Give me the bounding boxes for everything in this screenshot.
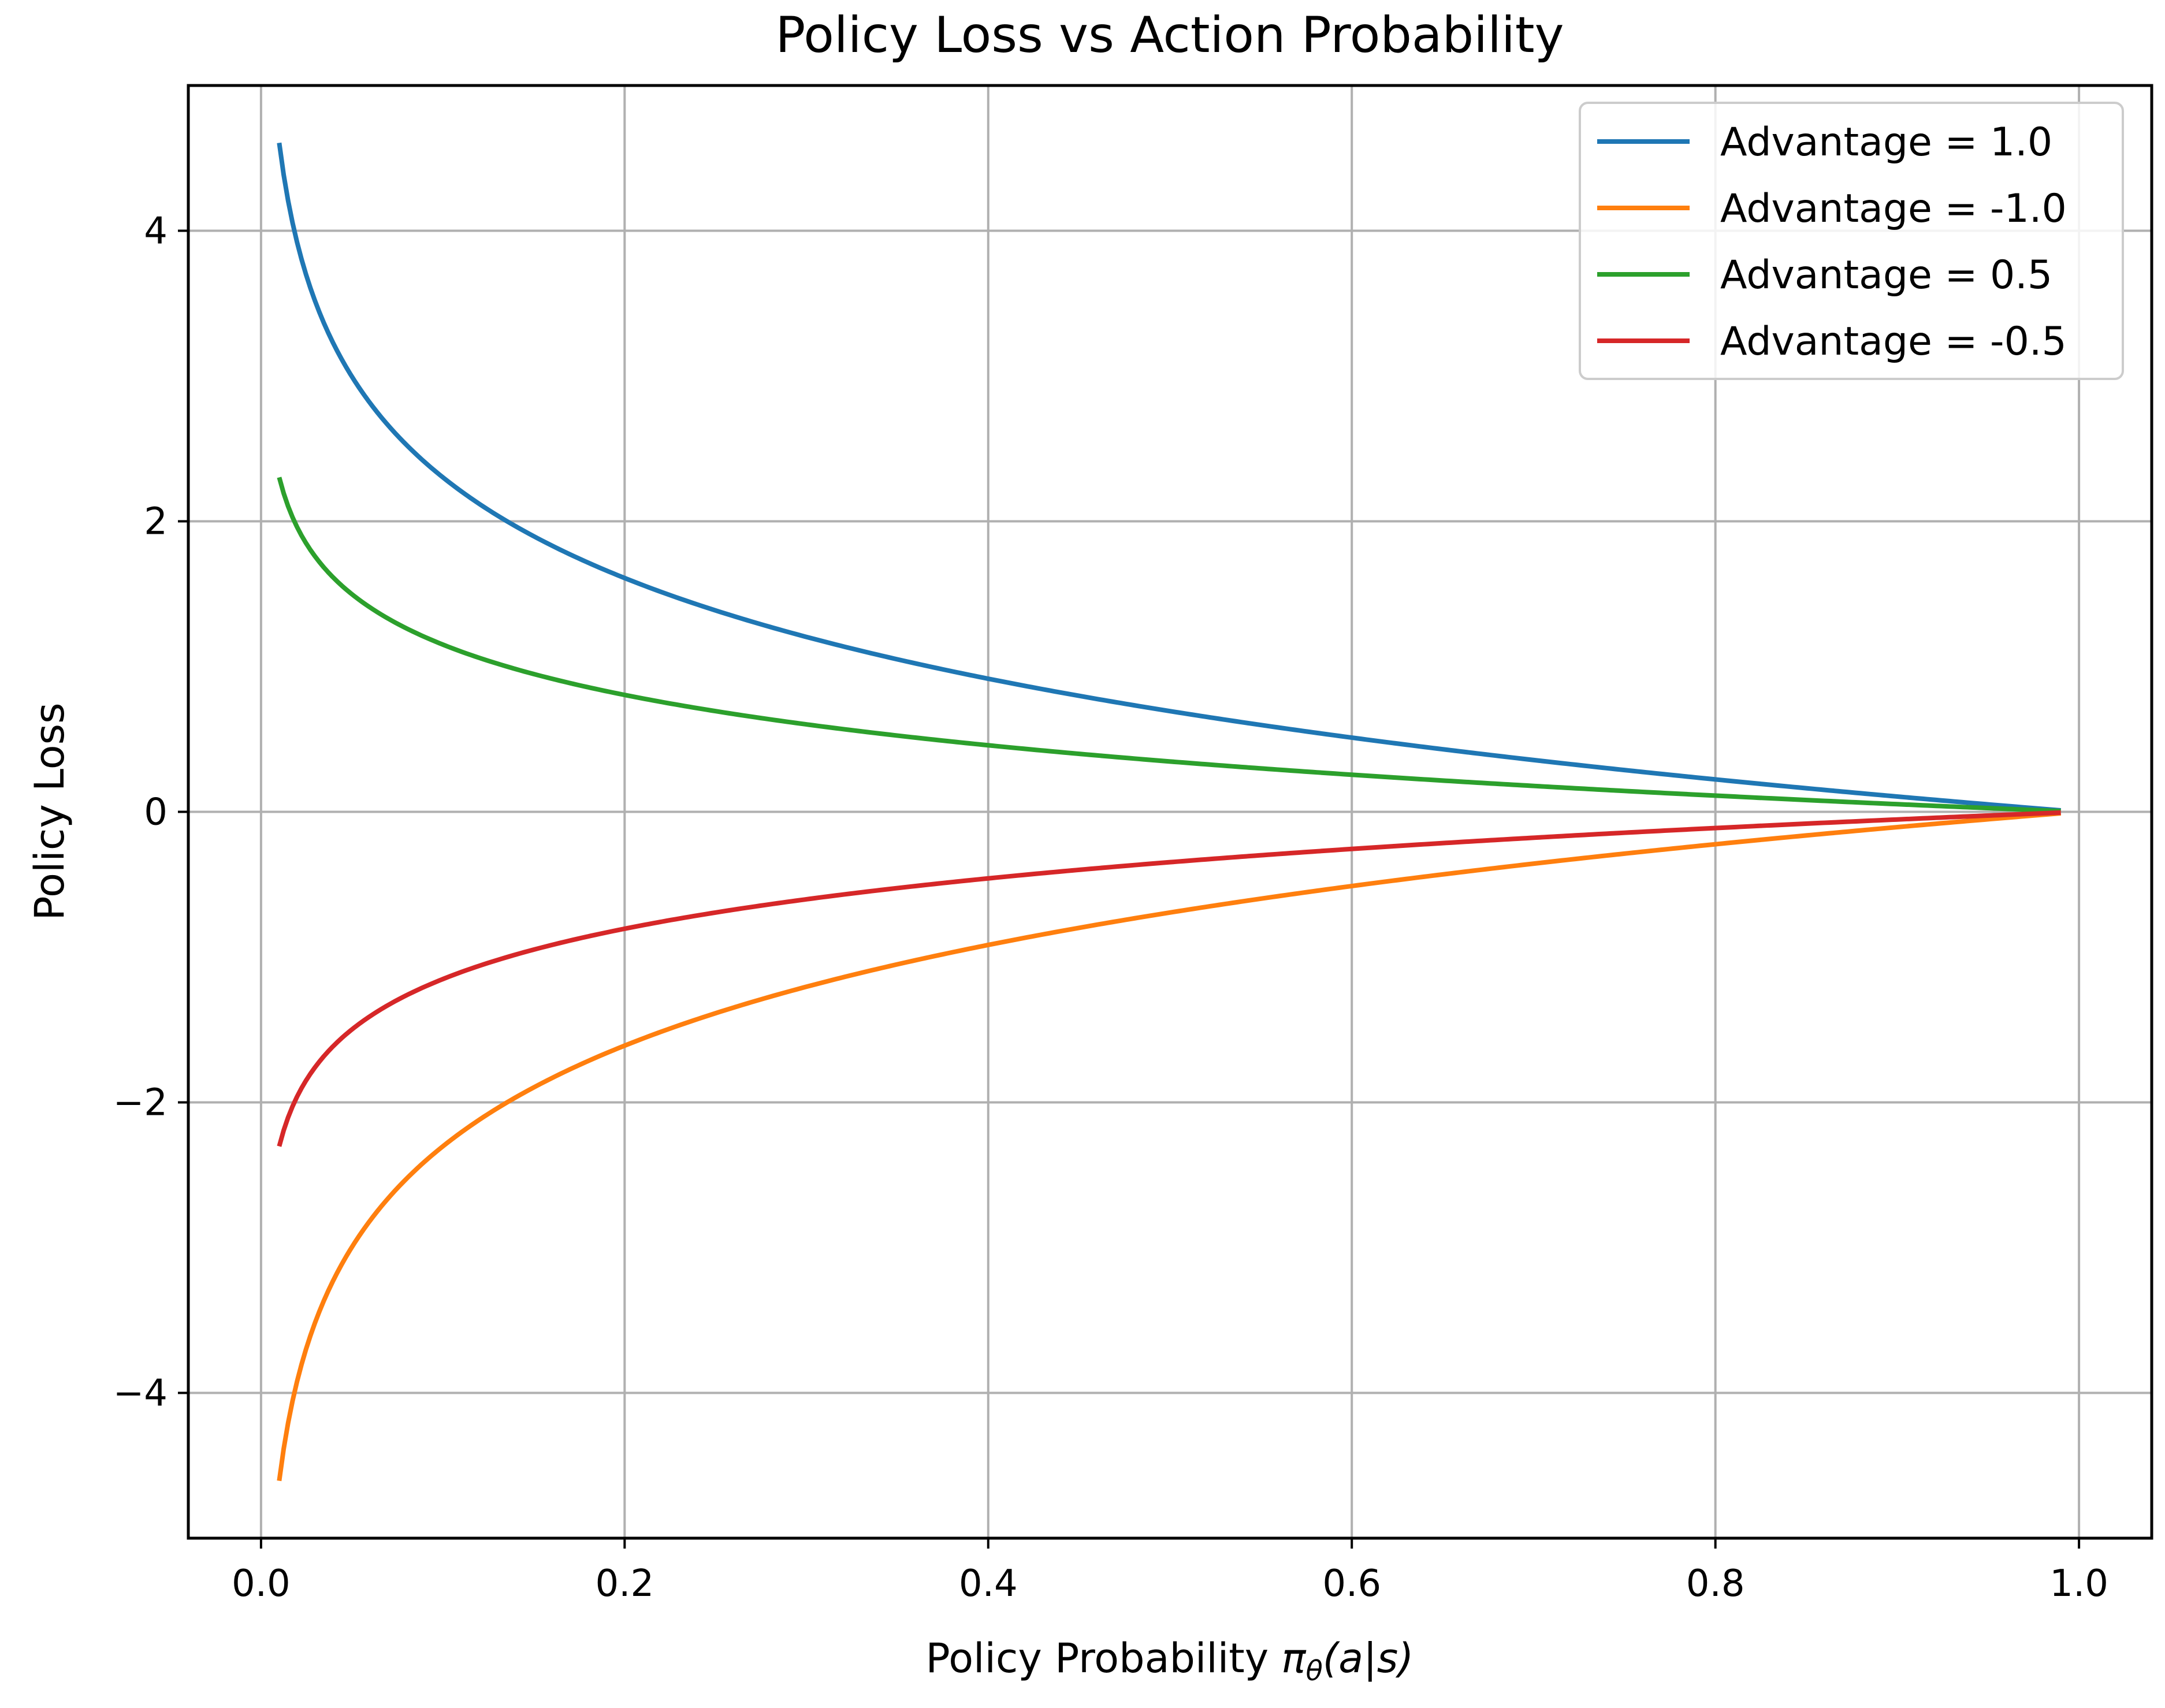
- x-tick-label: 0.8: [1686, 1562, 1745, 1605]
- y-tick-label: −4: [113, 1372, 168, 1415]
- legend: Advantage = 1.0 Advantage = -1.0 Advantage…: [1579, 102, 2124, 380]
- legend-label: Advantage = 1.0: [1720, 120, 2052, 165]
- x-axis-ticks: 0.0 0.2 0.4 0.6 0.8 1.0: [232, 1538, 2108, 1605]
- legend-box: [1579, 102, 2124, 380]
- series-line-2: [277, 811, 2061, 1482]
- y-tick-label: 4: [144, 210, 168, 253]
- x-axis-label-symbol: π: [1281, 1635, 1307, 1682]
- legend-label: Advantage = -1.0: [1720, 186, 2067, 232]
- series-lines: [277, 142, 2061, 1482]
- y-axis-label: Policy Loss: [26, 702, 73, 920]
- y-tick-label: −2: [113, 1082, 168, 1125]
- x-axis-label: Policy Probability πθ(a|s): [925, 1635, 1413, 1687]
- y-tick-label: 0: [144, 791, 168, 834]
- y-tick-label: 2: [144, 501, 168, 544]
- x-axis-label-text: Policy Probability: [925, 1635, 1269, 1682]
- x-tick-label: 0.6: [1322, 1562, 1381, 1605]
- x-tick-label: 0.4: [959, 1562, 1018, 1605]
- x-axis-label-subscript: θ: [1306, 1655, 1323, 1687]
- y-axis-ticks: −4 −2 0 2 4: [113, 210, 188, 1415]
- x-tick-label: 1.0: [2049, 1562, 2108, 1605]
- x-tick-label: 0.2: [595, 1562, 654, 1605]
- series-line-1: [277, 142, 2061, 813]
- series-line-4: [277, 810, 2061, 1147]
- x-axis-label-args: (a|s): [1323, 1635, 1414, 1682]
- chart-title: Policy Loss vs Action Probability: [776, 6, 1564, 64]
- x-tick-label: 0.0: [232, 1562, 291, 1605]
- legend-label: Advantage = 0.5: [1720, 252, 2052, 298]
- y-gridlines: [188, 229, 2152, 1394]
- series-line-3: [277, 477, 2061, 814]
- legend-label: Advantage = -0.5: [1720, 319, 2067, 364]
